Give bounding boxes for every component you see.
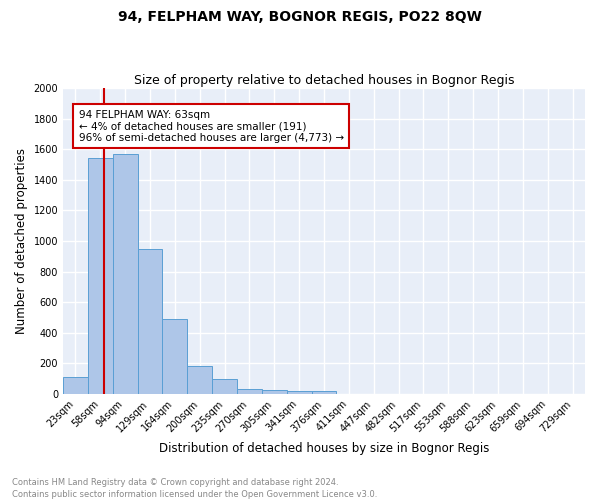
Bar xyxy=(88,158,113,394)
Text: Contains HM Land Registry data © Crown copyright and database right 2024.
Contai: Contains HM Land Registry data © Crown c… xyxy=(12,478,377,499)
Bar xyxy=(187,366,212,394)
Bar xyxy=(287,391,311,394)
X-axis label: Distribution of detached houses by size in Bognor Regis: Distribution of detached houses by size … xyxy=(159,442,489,455)
Bar xyxy=(262,390,287,394)
Text: 94 FELPHAM WAY: 63sqm
← 4% of detached houses are smaller (191)
96% of semi-deta: 94 FELPHAM WAY: 63sqm ← 4% of detached h… xyxy=(79,110,344,143)
Bar xyxy=(311,392,337,394)
Bar xyxy=(237,388,262,394)
Bar xyxy=(63,377,88,394)
Title: Size of property relative to detached houses in Bognor Regis: Size of property relative to detached ho… xyxy=(134,74,514,87)
Bar xyxy=(113,154,137,394)
Bar xyxy=(212,380,237,394)
Bar xyxy=(137,248,163,394)
Bar xyxy=(163,319,187,394)
Y-axis label: Number of detached properties: Number of detached properties xyxy=(15,148,28,334)
Text: 94, FELPHAM WAY, BOGNOR REGIS, PO22 8QW: 94, FELPHAM WAY, BOGNOR REGIS, PO22 8QW xyxy=(118,10,482,24)
